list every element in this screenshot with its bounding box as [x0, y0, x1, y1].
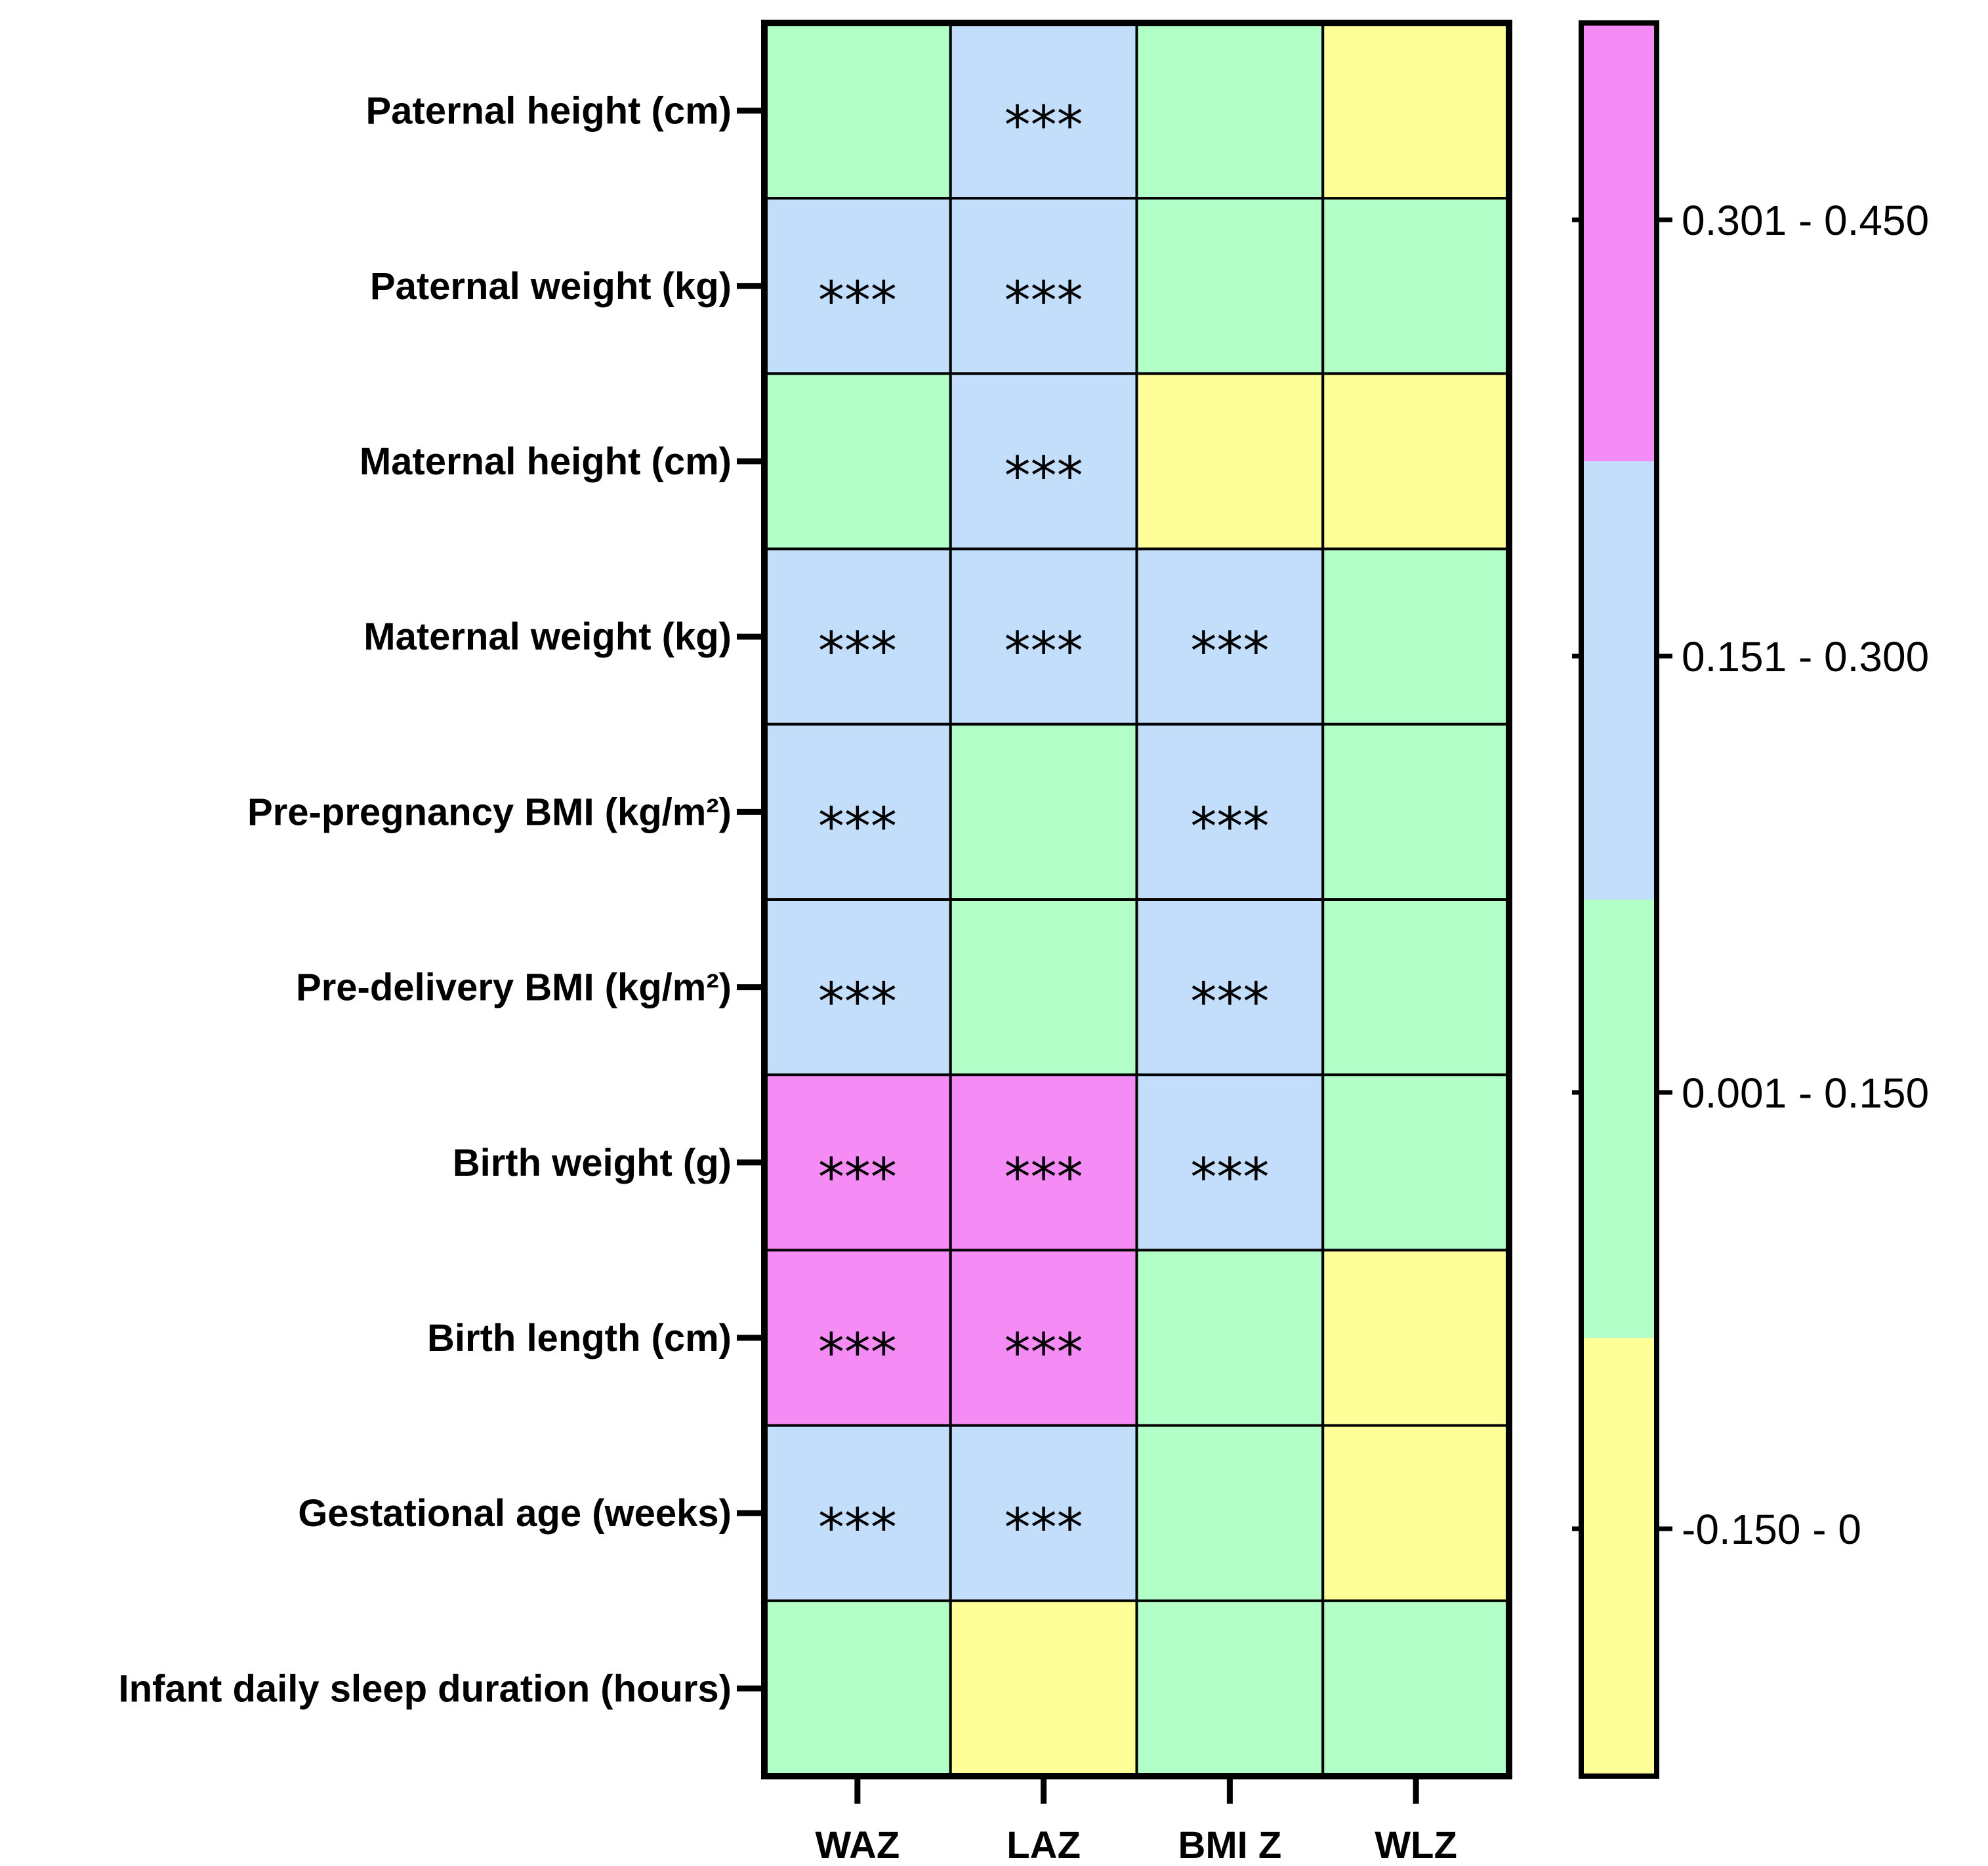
- heatmap-cell: [763, 1599, 952, 1778]
- heatmap-frame: [761, 20, 1512, 1779]
- heatmap-cell: [1321, 898, 1510, 1077]
- row-label: Pre-pregnancy BMI (kg/m²): [247, 791, 732, 833]
- significance-mark: ***: [1190, 972, 1269, 1033]
- heatmap-cell: [1135, 372, 1325, 550]
- row-label: Birth length (cm): [427, 1317, 732, 1359]
- heatmap-cell: [1321, 372, 1510, 550]
- column-labels: WAZ LAZ BMI Z WLZ: [815, 1776, 1457, 1866]
- heatmap-cell: [763, 372, 952, 550]
- heatmap-cell: [949, 1599, 1138, 1778]
- heatmap-cell: [1135, 898, 1325, 1077]
- significance-mark: ***: [1004, 446, 1083, 507]
- color-legend: 0.301 - 0.450 0.151 - 0.300 0.001 - 0.150 -…: [1572, 20, 1929, 1779]
- legend-swatch: [1581, 1338, 1657, 1776]
- column-label: BMI Z: [1178, 1824, 1281, 1866]
- significance-mark: ***: [1190, 796, 1269, 857]
- row-labels: Paternal height (cm) Paternal weight (kg)…: [118, 90, 764, 1710]
- heatmap-cell: [1135, 22, 1325, 200]
- heatmap-cell: [949, 197, 1138, 375]
- legend-swatch: [1581, 461, 1657, 900]
- heatmap-cell: [949, 898, 1138, 1077]
- heatmap-cell: [1321, 547, 1510, 726]
- heatmap-cell: [949, 722, 1138, 902]
- significance-marks: *** *** *** *** *** *** *** *** *** *** *** *** *** *…: [818, 95, 1270, 1559]
- significance-mark: ***: [1004, 621, 1083, 682]
- significance-mark: ***: [818, 1322, 897, 1383]
- column-label: WAZ: [815, 1824, 900, 1866]
- row-label: Gestational age (weeks): [298, 1492, 732, 1535]
- heatmap-cell: [1135, 1599, 1325, 1778]
- legend-label: 0.151 - 0.300: [1682, 633, 1929, 680]
- heatmap-cell: [763, 898, 952, 1077]
- column-label: LAZ: [1006, 1824, 1081, 1866]
- heatmap-cell: [1135, 1073, 1325, 1252]
- significance-mark: ***: [1190, 621, 1269, 682]
- row-label: Pre-delivery BMI (kg/m²): [296, 966, 732, 1009]
- heatmap-cell: [1321, 1249, 1510, 1427]
- significance-mark: ***: [1004, 1322, 1083, 1383]
- heatmap-cell: [949, 22, 1138, 200]
- heatmap-cell: [1321, 1599, 1510, 1778]
- heatmap-cell: [763, 1249, 952, 1427]
- heatmap-cell: [763, 22, 952, 200]
- row-label: Birth weight (g): [453, 1142, 732, 1184]
- heatmap-cell: [949, 547, 1138, 726]
- significance-mark: ***: [1190, 1147, 1269, 1208]
- row-label: Paternal weight (kg): [370, 265, 732, 308]
- row-label: Infant daily sleep duration (hours): [118, 1667, 732, 1710]
- column-label: WLZ: [1375, 1824, 1457, 1866]
- heatmap-cell: [1135, 722, 1325, 902]
- heatmap-cell: [1321, 1073, 1510, 1252]
- significance-mark: ***: [818, 270, 897, 331]
- significance-mark: ***: [818, 1497, 897, 1558]
- row-label: Maternal height (cm): [360, 440, 732, 483]
- row-label: Maternal weight (kg): [363, 615, 732, 658]
- heatmap-cell: [1321, 722, 1510, 902]
- legend-swatch: [1581, 23, 1657, 461]
- legend-frame: [1579, 20, 1659, 1779]
- heatmap-cell: [1321, 1424, 1510, 1602]
- heatmap-cell: [1135, 1424, 1325, 1602]
- significance-mark: ***: [1004, 1497, 1083, 1558]
- legend-swatch: [1581, 900, 1657, 1338]
- legend-label: -0.150 - 0: [1682, 1506, 1861, 1553]
- significance-mark: ***: [818, 1147, 897, 1208]
- heatmap-cell: [949, 372, 1138, 550]
- heatmap-cell: [763, 1073, 952, 1252]
- heatmap-cell: [1135, 1249, 1325, 1427]
- row-label: Paternal height (cm): [365, 90, 732, 133]
- heatmap-cell: [1321, 22, 1510, 200]
- legend-label: 0.001 - 0.150: [1682, 1069, 1929, 1117]
- significance-mark: ***: [1004, 1147, 1083, 1208]
- significance-mark: ***: [1004, 95, 1083, 156]
- significance-mark: ***: [818, 972, 897, 1033]
- significance-mark: ***: [1004, 270, 1083, 331]
- heatmap-cell: [1321, 197, 1510, 375]
- heatmap-cell: [1135, 197, 1325, 375]
- significance-mark: ***: [818, 621, 897, 682]
- significance-mark: ***: [818, 796, 897, 857]
- legend-label: 0.301 - 0.450: [1682, 197, 1929, 244]
